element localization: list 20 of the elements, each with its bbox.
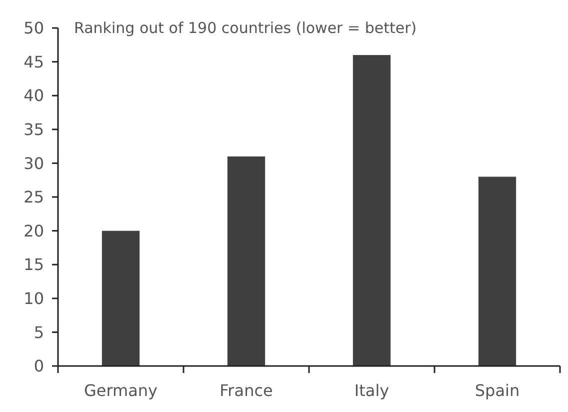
bar — [227, 156, 266, 366]
bar — [478, 176, 516, 366]
y-tick-label: 0 — [34, 356, 44, 376]
chart-subtitle: Ranking out of 190 countries (lower = better) — [74, 19, 417, 37]
y-tick-label: 5 — [34, 322, 44, 342]
bar — [352, 55, 391, 366]
y-tick-label: 10 — [24, 289, 44, 308]
y-tick-label: 45 — [24, 52, 44, 72]
y-tick-label: 20 — [24, 221, 44, 240]
y-tick-label: 40 — [24, 86, 44, 106]
y-tick-label: 15 — [24, 255, 44, 274]
x-tick-label: Italy — [354, 381, 390, 400]
x-tick-label: Spain — [474, 381, 520, 400]
x-tick-label: Germany — [84, 381, 158, 400]
bar — [102, 230, 140, 366]
y-tick-label: 30 — [24, 154, 44, 173]
y-tick-label: 35 — [24, 120, 44, 139]
y-tick-label: 25 — [24, 188, 44, 207]
y-tick-label: 50 — [24, 18, 44, 38]
x-tick-label: France — [220, 381, 273, 400]
